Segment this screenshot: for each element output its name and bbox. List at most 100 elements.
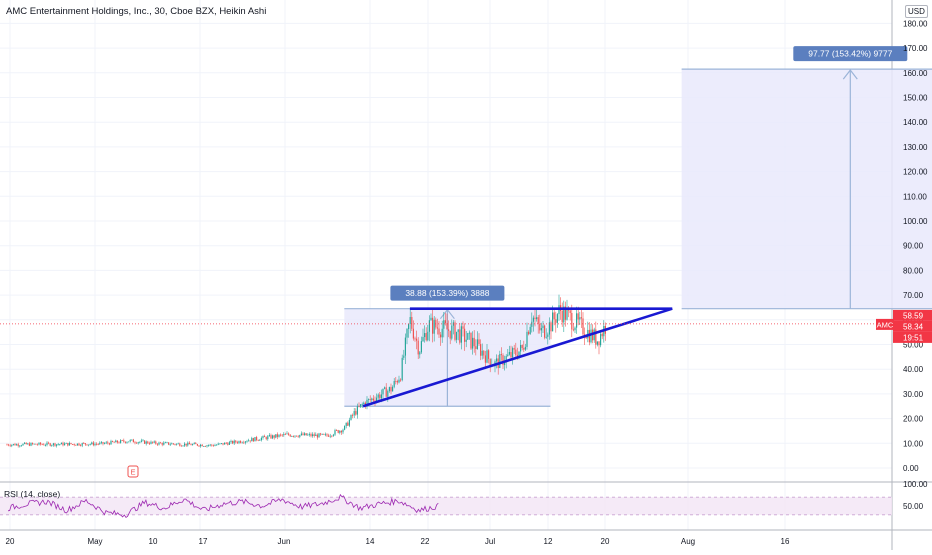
candle-body (168, 442, 170, 445)
candle-body (454, 322, 456, 340)
candle-body (126, 441, 128, 443)
candle-body (222, 443, 224, 445)
candle-body (476, 339, 478, 349)
candle-body (377, 394, 379, 398)
candle-body (145, 441, 147, 444)
candle-body (153, 441, 155, 443)
candle-body (43, 444, 45, 446)
candle-body (388, 387, 390, 392)
candle-body (254, 437, 256, 442)
candle-body (108, 443, 110, 445)
candle-body (571, 312, 573, 330)
candle-body (204, 446, 206, 447)
candle-body (208, 445, 210, 447)
candle-body (321, 433, 323, 435)
candle-body (353, 411, 355, 416)
candle-body (540, 328, 542, 331)
candle-body (118, 442, 120, 444)
drawings[interactable]: E (0, 307, 892, 478)
rsi-pane[interactable]: 100.00 50.00 (0, 480, 928, 518)
candle-body (35, 443, 37, 445)
candle-body (544, 325, 546, 338)
candle-body (96, 443, 98, 445)
candle-body (140, 440, 142, 442)
candle-body (144, 440, 146, 444)
candle-body (121, 440, 123, 441)
candle-body (489, 358, 491, 366)
candle-body (68, 442, 70, 446)
candle-body (542, 325, 544, 329)
price-axis[interactable]: 180.00 170.00 160.00 150.00 140.00 130.00 120.… (876, 19, 932, 473)
candle-body (598, 341, 600, 346)
rsi-line (7, 493, 439, 518)
candle-body (326, 434, 328, 436)
candle-body (19, 445, 21, 447)
candle-body (110, 440, 112, 445)
candle-body (233, 440, 235, 444)
candle-body (534, 317, 536, 320)
currency-badge[interactable]: USD (905, 5, 928, 18)
measure-label: 97.77 (153.42%) 9777 (808, 49, 892, 59)
candle-body (457, 329, 459, 332)
candle-body (537, 317, 539, 324)
candle-body (331, 435, 333, 437)
candle-body (440, 334, 442, 338)
candle-body (468, 332, 470, 334)
candle-body (304, 433, 306, 436)
price-badge-box (893, 331, 932, 343)
candle-body (158, 442, 160, 445)
price-badge-box (893, 320, 932, 332)
candle-body (155, 441, 157, 444)
candle-body (94, 443, 96, 446)
candle-body (555, 319, 557, 323)
candle-body (198, 445, 200, 447)
candle-body (478, 339, 480, 345)
candle-body (459, 329, 461, 343)
candle-body (520, 344, 522, 352)
candle-body (59, 444, 61, 446)
candle-body (332, 434, 334, 436)
candle-body (350, 414, 352, 420)
candle-body (217, 443, 219, 445)
candle-body (147, 441, 149, 444)
candle-body (227, 443, 229, 445)
measure-label-box (390, 285, 505, 301)
candle-body (112, 440, 114, 442)
candle-body (131, 439, 133, 441)
candle-body (196, 444, 198, 446)
candle-body (22, 443, 24, 446)
candle-body (48, 442, 50, 444)
candle-body (390, 387, 392, 392)
candle-body (142, 440, 144, 442)
candle-body (116, 440, 118, 443)
candle-body (337, 430, 339, 433)
time-axis-label: 17 (199, 537, 208, 546)
price-badge-label: 58.34 (903, 322, 924, 331)
candle-body (334, 430, 336, 435)
candle-body (505, 355, 507, 363)
candle-body (236, 442, 238, 444)
candle-body (577, 313, 579, 320)
candle-body (80, 445, 82, 447)
candle-body (152, 441, 154, 443)
candle-body (414, 338, 416, 340)
candle-body (286, 433, 288, 435)
candle-body (51, 445, 53, 446)
price-tick-label: 130.00 (903, 143, 928, 152)
candle-body (366, 399, 368, 406)
candle-body (553, 312, 555, 320)
candle-body (347, 422, 349, 426)
time-axis[interactable]: 20 May 10 17 Jun 14 22 Jul 12 20 Aug 16 (6, 537, 790, 546)
candle-body (174, 444, 176, 445)
time-axis-label: Aug (681, 537, 695, 546)
rsi-label[interactable]: RSI (14, close) (4, 489, 61, 499)
candle-body (84, 443, 86, 445)
candle-body (462, 326, 464, 329)
candle-body (523, 348, 525, 350)
candle-body (260, 437, 262, 441)
candle-body (14, 443, 16, 446)
candle-body (192, 444, 194, 446)
candle-body (270, 435, 272, 439)
